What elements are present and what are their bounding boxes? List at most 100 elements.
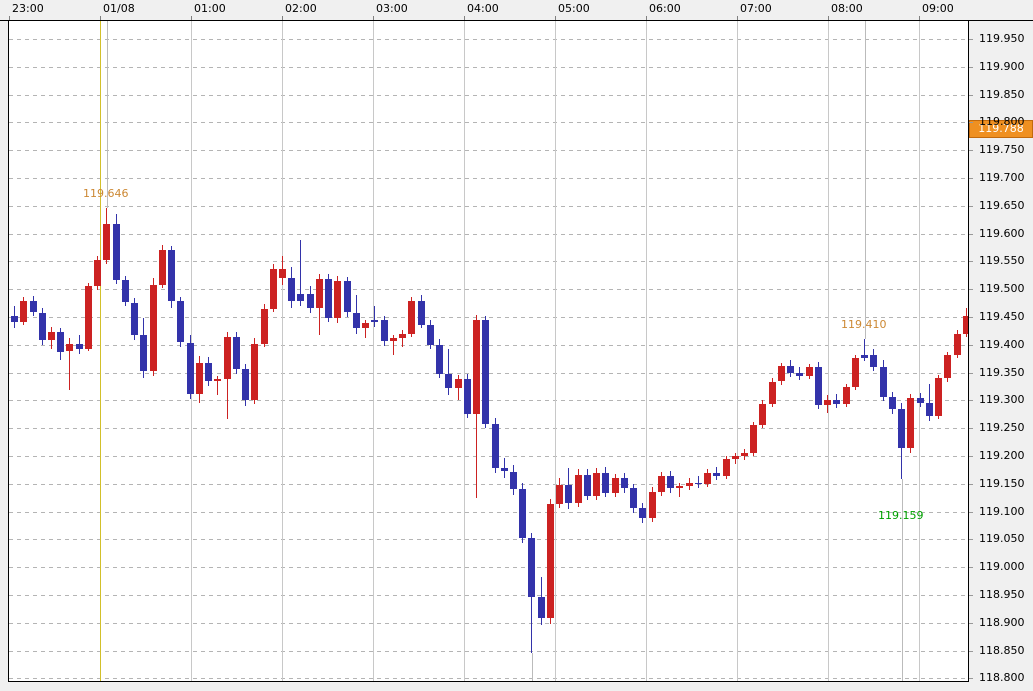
price-axis-label: 119.350 [979, 366, 1025, 379]
candlestick [48, 21, 55, 681]
candle-body [168, 250, 176, 302]
candle-body [565, 484, 573, 503]
candlestick [667, 21, 674, 681]
time-axis-label: 02:00 [285, 2, 317, 15]
candle-body [66, 343, 74, 352]
candlestick [57, 21, 65, 681]
candlestick [500, 21, 508, 681]
time-tick [646, 16, 647, 20]
candlestick [325, 21, 333, 681]
candle-body [186, 342, 194, 394]
price-axis-label: 119.300 [979, 393, 1025, 406]
candle-body [491, 423, 499, 469]
time-tick [191, 16, 192, 20]
session-divider-line [100, 21, 101, 681]
candle-body [777, 365, 785, 382]
time-tick [282, 16, 283, 20]
candlestick [334, 21, 342, 681]
price-axis-label: 119.600 [979, 227, 1025, 240]
candle-body [454, 379, 462, 389]
candle-body [463, 379, 471, 414]
candlestick [66, 21, 74, 681]
candle-wick [402, 330, 404, 347]
candle-body [602, 472, 610, 493]
gridline-vertical [646, 21, 647, 681]
gridline-horizontal [9, 595, 968, 596]
candle-body [251, 343, 259, 401]
candle-body [131, 302, 139, 335]
candlestick [306, 21, 314, 681]
price-axis-label: 119.550 [979, 254, 1025, 267]
candle-body [528, 538, 536, 598]
candlestick [944, 21, 952, 681]
candlestick [380, 21, 388, 681]
time-axis-label: 07:00 [740, 2, 772, 15]
price-tick [969, 456, 973, 457]
gridline-vertical [282, 21, 283, 681]
candle-body [796, 372, 804, 376]
price-axis-label: 119.850 [979, 88, 1025, 101]
candle-body [94, 260, 102, 286]
candlestick [38, 21, 46, 681]
candlestick [602, 21, 610, 681]
price-tick [969, 428, 973, 429]
candlestick [916, 21, 924, 681]
time-tick [373, 16, 374, 20]
price-tick [969, 539, 973, 540]
candle-body [879, 367, 887, 397]
candlestick [630, 21, 638, 681]
candle-body [205, 362, 212, 382]
time-tick [919, 16, 920, 20]
candle-wick [864, 339, 866, 362]
candlestick [149, 21, 157, 681]
candle-body [657, 476, 665, 492]
candlestick [426, 21, 434, 681]
candle-body [57, 331, 65, 352]
candle-body [315, 279, 323, 309]
candle-body [630, 488, 638, 509]
gridline-vertical [373, 21, 374, 681]
time-axis[interactable]: 23:00 01/08 01:00 02:00 03:00 04:00 05:00 06:00… [0, 0, 1033, 21]
price-tick [969, 651, 973, 652]
time-axis-label: 06:00 [649, 2, 681, 15]
candle-body [389, 338, 397, 342]
candlestick [436, 21, 443, 681]
candlestick [315, 21, 323, 681]
price-axis-label: 119.800 [979, 115, 1025, 128]
candlestick [537, 21, 545, 681]
price-axis-label: 119.200 [979, 449, 1025, 462]
candlestick [833, 21, 841, 681]
candle-body [685, 482, 693, 486]
candlestick [454, 21, 462, 681]
candlestick [158, 21, 166, 681]
candle-body [38, 312, 46, 341]
time-axis-label: 01:00 [194, 2, 226, 15]
candlestick [694, 21, 702, 681]
candlestick [84, 21, 92, 681]
gridline-horizontal [9, 206, 968, 207]
price-axis[interactable]: 119.788 119.950 119.900 119.850 119.800 119.… [969, 21, 1033, 682]
candle-body [306, 293, 314, 309]
price-tick [969, 178, 973, 179]
candlestick [657, 21, 665, 681]
candlestick [639, 21, 647, 681]
candlestick [223, 21, 231, 681]
candlestick [777, 21, 785, 681]
candle-body [768, 381, 776, 404]
time-tick [555, 16, 556, 20]
price-axis-label: 119.500 [979, 282, 1025, 295]
candlestick [888, 21, 896, 681]
extreme-marker-line [865, 21, 866, 340]
candle-body [343, 281, 351, 313]
candlestick [473, 21, 480, 681]
candlestick [140, 21, 148, 681]
candle-body [426, 324, 434, 345]
candle-body [269, 269, 277, 310]
candlestick [953, 21, 961, 681]
candle-body [325, 279, 333, 319]
candle-body [814, 367, 822, 405]
candle-body [436, 344, 443, 374]
gridline-horizontal [9, 95, 968, 96]
